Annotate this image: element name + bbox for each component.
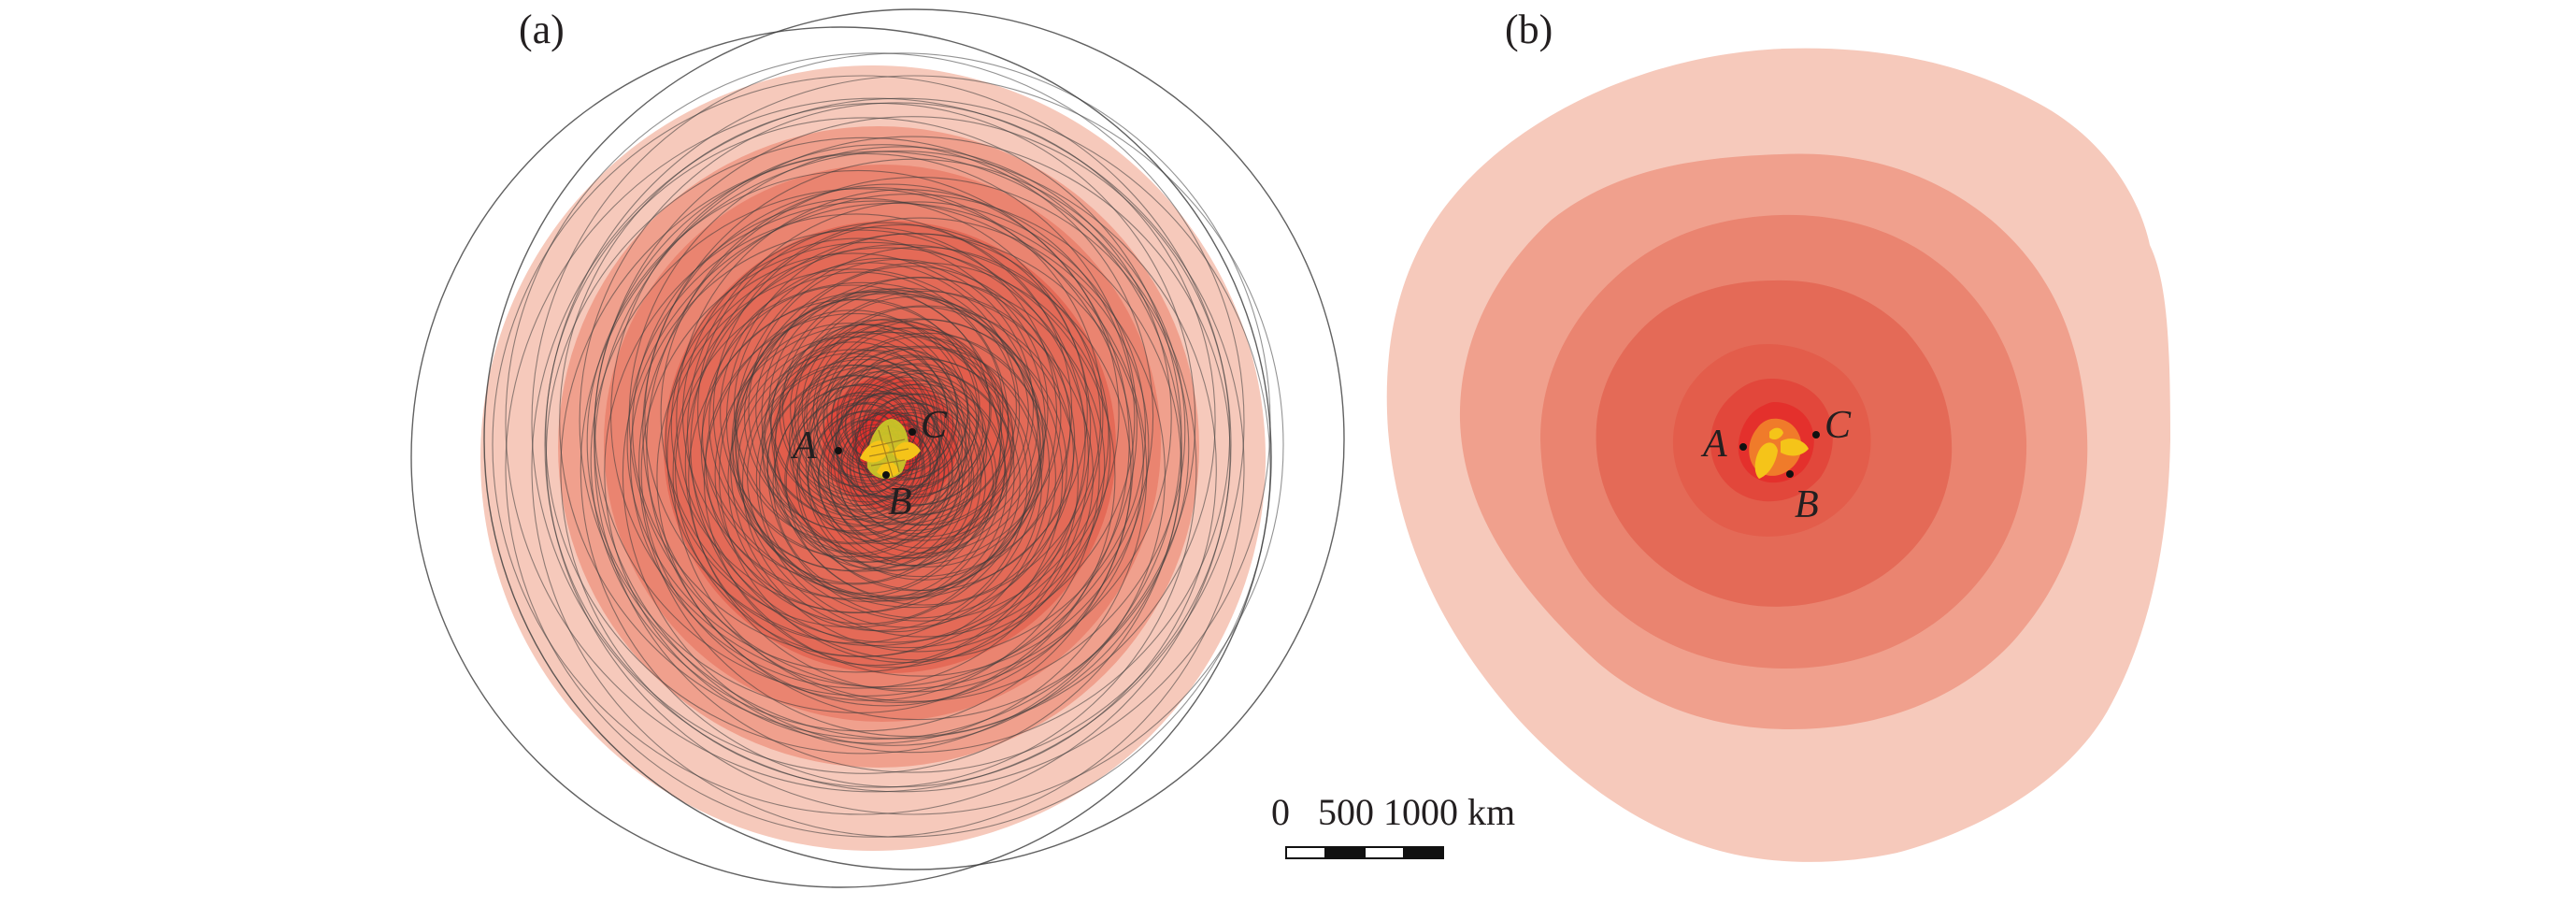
overlap-circle	[741, 332, 1043, 633]
overlap-circle	[492, 75, 1232, 815]
scale-seg-1	[1285, 846, 1326, 859]
overlap-circle	[690, 217, 1150, 677]
overlap-circle	[712, 223, 1088, 599]
overlap-circle	[531, 97, 1271, 838]
overlap-circle	[830, 424, 925, 519]
point-b-label: B	[1795, 483, 1819, 526]
overlap-circle	[731, 323, 966, 558]
overlap-circle	[809, 332, 1045, 568]
overlap-circle	[833, 369, 1012, 549]
overlap-circle	[755, 291, 991, 526]
overlap-circle	[675, 281, 1051, 657]
overlap-circle	[544, 75, 1284, 815]
overlap-circle	[505, 97, 1245, 838]
panel-b-label: (b)	[1505, 7, 1553, 52]
overlap-circle	[805, 345, 1040, 581]
core-yellow-petal-left	[860, 440, 890, 463]
overlap-circle	[781, 290, 1017, 525]
overlap-circle	[807, 409, 939, 542]
core-yellow-petal-bottom	[877, 461, 899, 478]
point-c-label: C	[1825, 404, 1852, 447]
core-yellow-right	[1781, 439, 1809, 456]
overlap-circle	[817, 412, 950, 545]
overlap-circle	[560, 151, 1197, 788]
panel-a-overlap-circles	[410, 8, 1345, 888]
point-a-marker	[1739, 443, 1747, 451]
panel-b-map: (b) A B C	[1386, 7, 2170, 862]
overlap-circle	[859, 376, 954, 471]
overlap-circle	[837, 409, 970, 541]
point-c-label: C	[921, 404, 948, 447]
overlap-circle	[505, 52, 1245, 793]
overlap-circle	[736, 262, 1111, 638]
panel-b-core	[1749, 418, 1809, 479]
panel-a-map: (a) A B C	[410, 7, 1345, 888]
overlap-circle	[626, 213, 1086, 673]
scale-seg-3	[1364, 846, 1405, 859]
core-hatch	[868, 424, 909, 478]
overlap-circle	[545, 117, 1182, 755]
overlap-circle	[725, 233, 1101, 609]
panel-a-points: A B C	[790, 404, 948, 524]
core-yellow-left	[1754, 442, 1778, 479]
scale-seg-4	[1403, 846, 1444, 859]
overlap-circle	[640, 241, 1100, 701]
panel-a-label: (a)	[519, 7, 565, 52]
overlap-circle	[594, 116, 1231, 754]
point-a-marker	[835, 447, 842, 454]
overlap-circle	[806, 349, 938, 482]
overlap-circle	[579, 102, 1216, 740]
overlap-circle	[660, 183, 1120, 643]
overlap-circle	[837, 348, 969, 482]
overlap-circle	[590, 188, 1134, 732]
scale-bar: 0 500 1000 km	[1271, 791, 1515, 859]
point-a-label: A	[790, 424, 817, 467]
overlap-circle	[665, 252, 1040, 628]
overlap-circle	[822, 419, 917, 514]
overlap-circle	[736, 309, 971, 545]
point-c-marker	[909, 428, 916, 436]
overlap-circle	[638, 194, 1182, 738]
outline-circle	[410, 26, 1272, 888]
overlap-circle	[773, 305, 1075, 606]
point-b-marker	[1786, 470, 1794, 478]
scale-seg-2	[1324, 846, 1366, 859]
outline-circle	[483, 8, 1345, 870]
overlap-circle	[759, 365, 995, 600]
overlap-circle	[748, 258, 1049, 560]
overlap-circle	[594, 152, 1138, 697]
point-c-marker	[1812, 431, 1820, 439]
point-b-label: B	[888, 481, 912, 524]
overlap-circle	[676, 189, 1136, 649]
overlap-circle	[531, 52, 1271, 793]
panel-a-core	[860, 419, 921, 479]
core-yellow-top	[1769, 427, 1783, 440]
scale-bar-text: 0 500 1000 km	[1271, 791, 1515, 833]
overlap-circle	[656, 247, 1116, 707]
core-yellow-petal-right	[893, 441, 921, 461]
point-a-label: A	[1700, 423, 1727, 466]
overlap-circle	[774, 383, 953, 564]
overlap-circle	[701, 284, 1003, 585]
point-b-marker	[882, 471, 890, 479]
overlap-circle	[785, 364, 1021, 599]
overlap-circle	[628, 146, 1172, 690]
panel-b-points: A B C	[1700, 404, 1852, 526]
overlap-circle	[642, 158, 1186, 702]
